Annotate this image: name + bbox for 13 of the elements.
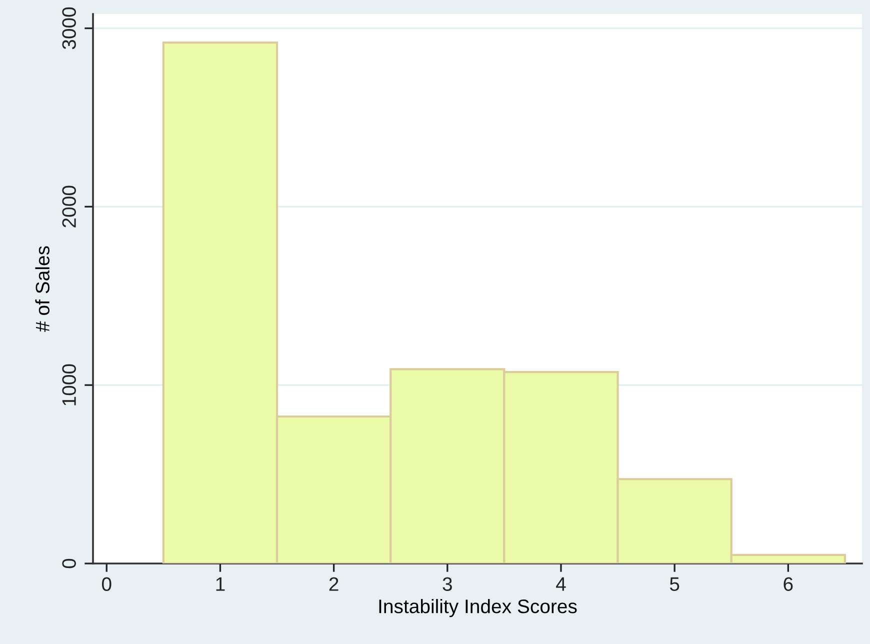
x-tick-label: 4 xyxy=(556,577,566,591)
y-tick-label: 3000 xyxy=(62,7,76,50)
x-axis-title: Instability Index Scores xyxy=(379,598,577,618)
x-tick-label: 0 xyxy=(102,577,112,591)
y-tick-label: 0 xyxy=(62,558,76,568)
x-tick-label: 2 xyxy=(329,577,338,591)
x-tick-label: 1 xyxy=(216,577,225,591)
x-tick-label: 3 xyxy=(442,577,452,591)
x-tick-label: 6 xyxy=(784,577,793,591)
x-tick-label: 5 xyxy=(670,577,680,591)
y-tick-label: 1000 xyxy=(62,364,76,406)
y-tick-label: 2000 xyxy=(62,186,76,228)
y-axis-title: # of Sales xyxy=(35,246,50,332)
